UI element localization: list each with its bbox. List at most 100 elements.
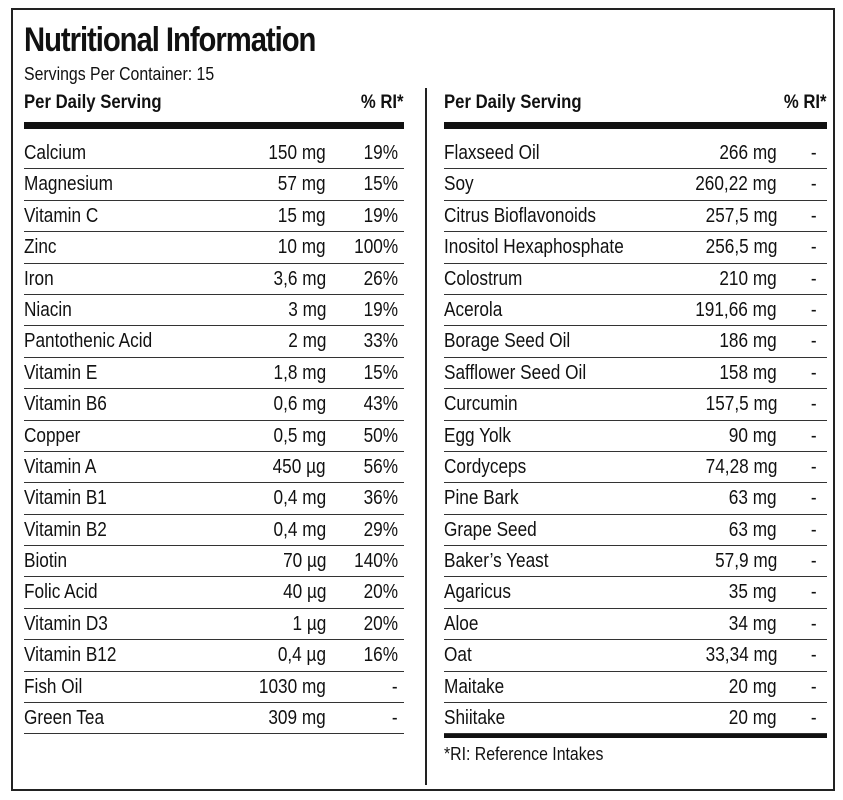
table-row: Maitake 20 mg - [444,672,827,704]
nutrient-name: Folic Acid [24,581,98,604]
nutrient-amount: 34 mg [729,612,777,635]
header-per-daily-serving: Per Daily Serving [444,92,582,113]
nutrient-amount: 257,5 mg [705,204,777,227]
table-row: Copper 0,5 mg 50% [24,421,404,452]
left-table-header: Per Daily Serving % RI* [24,88,404,122]
nutrient-name: Oat [444,644,472,667]
nutrient-name: Vitamin B2 [24,518,107,541]
nutrient-amount: 63 mg [729,518,777,541]
nutrient-ri: 43% [363,393,398,416]
table-row: Zinc 10 mg 100% [24,232,404,264]
nutrient-ri: - [811,330,817,353]
nutrient-name: Niacin [24,298,72,321]
nutrient-name: Vitamin C [24,204,99,227]
left-table: Per Daily Serving % RI* Calcium 150 mg 19%… [24,88,404,735]
nutrient-amount: 15 mg [278,204,326,227]
nutrient-ri: - [811,612,817,635]
table-row: Curcumin 157,5 mg - [444,389,827,421]
table-row: Egg Yolk 90 mg - [444,421,827,452]
table-row: Baker’s Yeast 57,9 mg - [444,546,827,578]
nutrient-name: Vitamin D3 [24,612,108,635]
left-table-body: Calcium 150 mg 19% Magnesium 57 mg 15% Vitamin… [24,138,404,735]
nutrient-amount: 0,6 mg [273,393,326,416]
table-row: Vitamin D3 1 µg 20% [24,609,404,641]
nutrient-ri: 15% [363,173,398,196]
table-row: Colostrum 210 mg - [444,264,827,295]
nutrient-amount: 0,4 mg [273,518,326,541]
nutrient-ri: - [811,424,817,447]
nutrient-name: Citrus Bioflavonoids [444,204,597,227]
footnote: *RI: Reference Intakes [444,744,604,765]
nutrition-panel [11,8,835,791]
nutrient-amount: 158 mg [719,361,777,384]
nutrient-name: Borage Seed Oil [444,330,571,353]
nutrient-name: Fish Oil [24,675,83,698]
nutrient-amount: 450 µg [273,455,326,478]
nutrient-name: Copper [24,424,81,447]
nutrient-amount: 70 µg [282,550,326,573]
table-row: Acerola 191,66 mg - [444,295,827,327]
nutrient-name: Pantothenic Acid [24,330,153,353]
nutrient-name: Inositol Hexaphosphate [444,236,624,259]
nutrient-amount: 1 µg [292,612,326,635]
table-row: Agaricus 35 mg - [444,577,827,609]
nutrient-ri: - [811,173,817,196]
nutrient-name: Green Tea [24,707,105,730]
nutrient-ri: - [811,236,817,259]
nutrient-ri: - [811,581,817,604]
nutrient-amount: 20 mg [729,675,777,698]
nutrient-ri: - [811,707,817,730]
nutrient-amount: 3,6 mg [273,267,326,290]
table-row: Soy 260,22 mg - [444,169,827,201]
nutrient-amount: 33,34 mg [705,644,777,667]
table-row: Aloe 34 mg - [444,609,827,641]
nutrient-amount: 0,4 µg [277,644,326,667]
nutrient-ri: - [392,707,398,730]
nutrient-amount: 35 mg [729,581,777,604]
nutrient-amount: 157,5 mg [705,393,777,416]
table-row: Vitamin B12 0,4 µg 16% [24,640,404,672]
table-row: Green Tea 309 mg - [24,703,404,735]
nutrient-ri: - [811,267,817,290]
table-row: Citrus Bioflavonoids 257,5 mg - [444,201,827,233]
servings-per-container: Servings Per Container: 15 [24,64,215,84]
nutrient-ri: - [811,298,817,321]
table-row: Niacin 3 mg 19% [24,295,404,327]
nutrient-amount: 210 mg [719,267,777,290]
table-row: Iron 3,6 mg 26% [24,264,404,295]
table-row: Fish Oil 1030 mg - [24,672,404,704]
nutrient-amount: 0,5 mg [273,424,326,447]
nutrient-amount: 3 mg [287,298,326,321]
nutrient-name: Egg Yolk [444,424,511,447]
header-rule [444,122,827,129]
column-divider [425,88,427,785]
nutrient-ri: - [811,204,817,227]
nutrient-name: Zinc [24,236,57,259]
header-per-daily-serving: Per Daily Serving [24,92,162,113]
nutrient-ri: 19% [363,142,398,164]
table-row: Vitamin C 15 mg 19% [24,201,404,233]
nutrient-ri: - [811,487,817,510]
nutrient-amount: 74,28 mg [705,455,777,478]
nutrient-amount: 63 mg [729,487,777,510]
nutrient-name: Baker’s Yeast [444,550,549,573]
nutrient-ri: - [811,644,817,667]
nutrient-amount: 20 mg [729,707,777,730]
nutrient-ri: - [392,675,398,698]
nutrient-name: Shiitake [444,707,506,730]
nutrient-amount: 191,66 mg [695,298,777,321]
nutrient-amount: 40 µg [282,581,326,604]
nutrient-ri: 19% [363,298,398,321]
right-table-header: Per Daily Serving % RI* [444,88,827,122]
nutrient-amount: 57 mg [278,173,326,196]
header-ri-percent: % RI* [784,92,827,113]
table-row: Safflower Seed Oil 158 mg - [444,358,827,390]
nutrient-amount: 186 mg [719,330,777,353]
nutrient-amount: 266 mg [719,142,777,164]
table-row: Cordyceps 74,28 mg - [444,452,827,484]
table-row: Magnesium 57 mg 15% [24,169,404,201]
nutrient-name: Vitamin B6 [24,393,107,416]
nutrient-amount: 256,5 mg [705,236,777,259]
nutrient-amount: 260,22 mg [695,173,777,196]
nutrient-ri: 19% [363,204,398,227]
